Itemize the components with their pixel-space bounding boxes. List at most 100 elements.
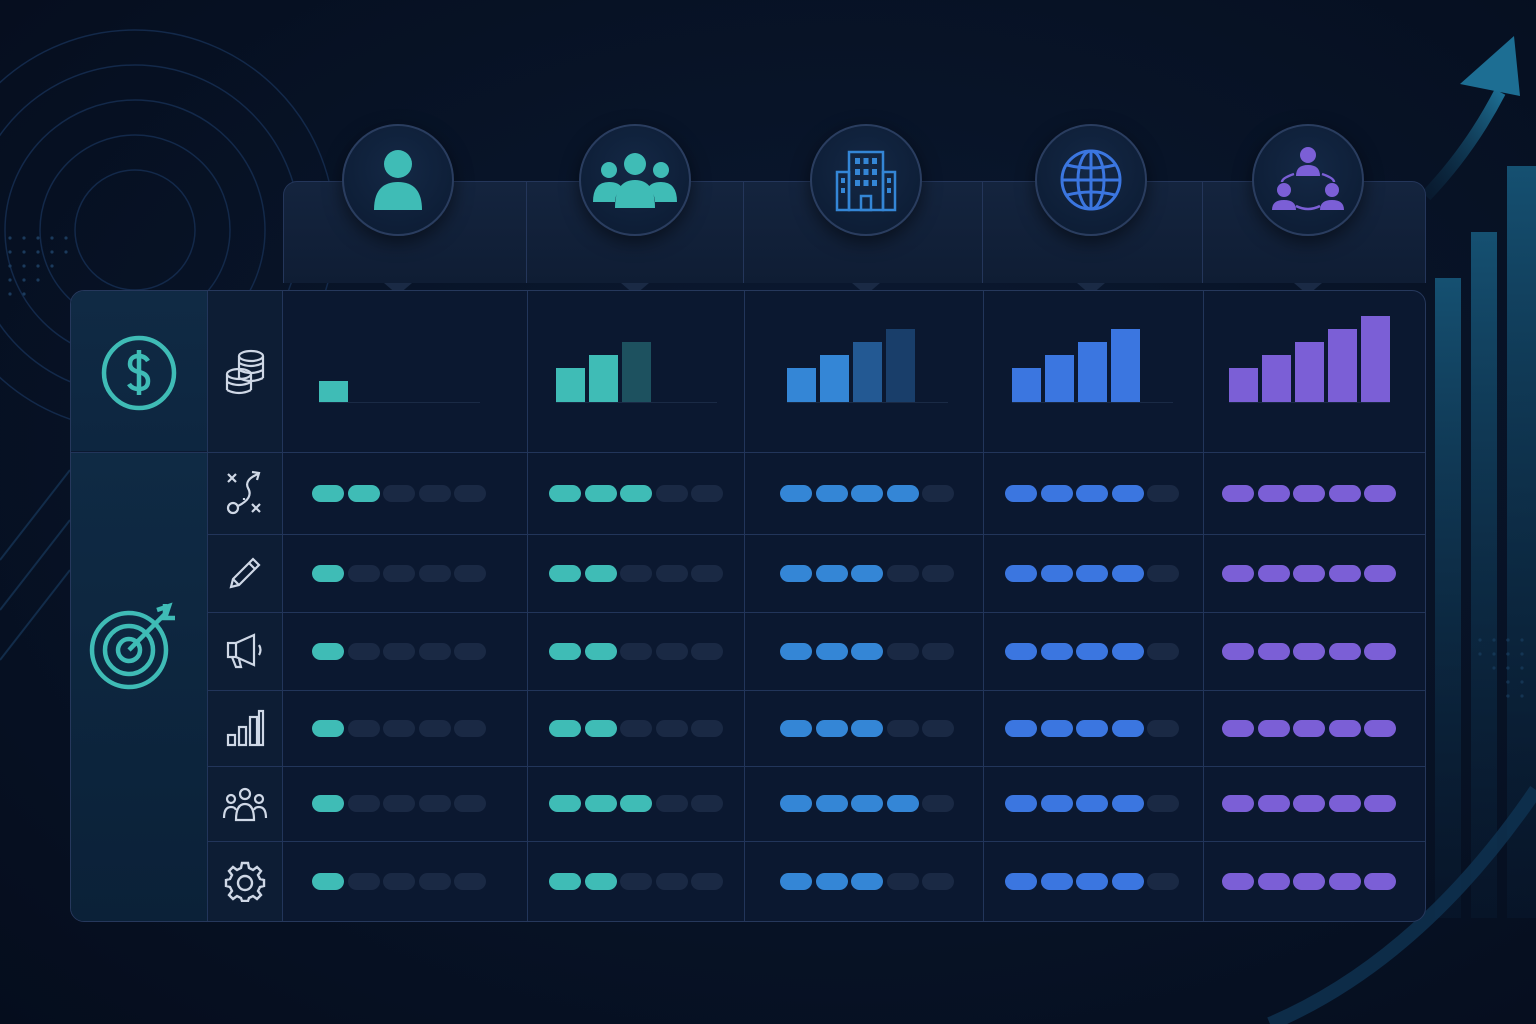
rating-pill-filled <box>1005 564 1037 582</box>
chart-bar <box>786 368 816 402</box>
rating-pill-filled <box>1328 642 1361 660</box>
rating-pill-filled <box>851 564 883 582</box>
chart-baseline <box>786 402 948 403</box>
rating-pill-empty <box>347 719 380 737</box>
rating-pill-filled <box>1076 795 1108 812</box>
rating-pill-empty <box>383 719 415 737</box>
rating-pill-empty <box>1147 719 1179 737</box>
rating-pill-empty <box>347 795 380 812</box>
megaphone-icon <box>207 612 283 690</box>
rating-pill-empty <box>691 795 723 812</box>
rating-pill-empty <box>418 642 451 660</box>
rating-pill-empty <box>655 564 688 582</box>
rating-pill-filled <box>886 484 919 502</box>
pencil-icon <box>207 534 283 612</box>
chart-bar <box>1294 342 1324 402</box>
rating-pill-filled <box>347 484 380 502</box>
chart-bar <box>885 329 915 402</box>
rating-pill-empty <box>691 484 723 502</box>
rating-pill-empty <box>1147 642 1179 660</box>
rating-pill-filled <box>1293 872 1325 890</box>
rating-pill-filled <box>549 484 581 502</box>
rating-pill-filled <box>1076 484 1108 502</box>
rating-pill-filled <box>1040 795 1073 812</box>
rating-pill-filled <box>549 795 581 812</box>
row-divider <box>71 452 1425 453</box>
rating-pill-filled <box>1005 642 1037 660</box>
rating-pill-empty <box>383 642 415 660</box>
rating-pill-filled <box>1257 564 1290 582</box>
rating-pill-filled <box>1328 719 1361 737</box>
rating-pill-filled <box>1257 872 1290 890</box>
chart-bar <box>819 355 849 402</box>
rating-pill-filled <box>851 642 883 660</box>
dollar-circle-icon <box>89 323 189 423</box>
rating-pill-filled <box>1111 719 1144 737</box>
rating-pill-empty <box>347 564 380 582</box>
chart-bar <box>1110 329 1140 402</box>
rating-pill-empty <box>655 795 688 812</box>
rating-pill-filled <box>1222 642 1254 660</box>
rating-pill-filled <box>815 642 848 660</box>
rating-pill-filled <box>815 719 848 737</box>
rating-pill-filled <box>851 872 883 890</box>
rating-pill-filled <box>1222 484 1254 502</box>
rating-pill-empty <box>418 795 451 812</box>
rating-pill-filled <box>549 564 581 582</box>
rating-pill-filled <box>1293 719 1325 737</box>
rating-pill-empty <box>454 564 486 582</box>
rating-pill-filled <box>1076 719 1108 737</box>
rating-pill-filled <box>1111 564 1144 582</box>
rating-pill-filled <box>780 872 812 890</box>
header-divider <box>526 181 527 283</box>
rating-pill-filled <box>549 872 581 890</box>
column-divider <box>744 291 745 921</box>
rating-pill-filled <box>584 564 617 582</box>
rating-pill-filled <box>815 872 848 890</box>
rating-pill-filled <box>780 564 812 582</box>
chart-bar <box>1261 355 1291 402</box>
chart-baseline <box>318 402 480 403</box>
rating-pill-filled <box>780 642 812 660</box>
rating-pill-filled <box>549 642 581 660</box>
rating-pill-empty <box>383 795 415 812</box>
rating-pill-filled <box>1364 564 1396 582</box>
rating-pill-empty <box>620 872 652 890</box>
rating-pill-filled <box>1222 564 1254 582</box>
rating-pill-filled <box>1328 872 1361 890</box>
column-divider <box>1203 291 1204 921</box>
rating-pill-empty <box>620 719 652 737</box>
rating-pill-empty <box>454 484 486 502</box>
rating-pill-filled <box>1328 795 1361 812</box>
rating-pill-filled <box>1328 564 1361 582</box>
rating-pill-filled <box>312 564 344 582</box>
rating-pill-filled <box>1040 719 1073 737</box>
rating-pill-empty <box>886 872 919 890</box>
row-divider <box>207 534 1425 535</box>
rating-pill-filled <box>1257 484 1290 502</box>
rating-pill-empty <box>347 872 380 890</box>
rating-pill-filled <box>815 795 848 812</box>
rating-pill-empty <box>691 642 723 660</box>
rating-pill-filled <box>1076 872 1108 890</box>
rating-pill-empty <box>454 795 486 812</box>
rating-pill-filled <box>620 484 652 502</box>
coin-stack-icon <box>207 291 283 452</box>
rating-pill-filled <box>1257 642 1290 660</box>
rating-pill-empty <box>620 564 652 582</box>
rating-pill-filled <box>780 795 812 812</box>
header-divider <box>743 181 744 283</box>
rating-pill-empty <box>383 872 415 890</box>
team-group-icon <box>579 124 691 236</box>
row-divider <box>207 690 1425 691</box>
chart-baseline <box>1228 402 1390 403</box>
rating-pill-filled <box>1005 795 1037 812</box>
row-icon-column <box>207 291 283 921</box>
rating-pill-filled <box>1364 642 1396 660</box>
rating-pill-empty <box>691 564 723 582</box>
rating-pill-filled <box>1222 719 1254 737</box>
chart-bar <box>1327 329 1357 402</box>
rating-pill-empty <box>1147 564 1179 582</box>
rating-pill-filled <box>312 484 344 502</box>
chart-bar <box>1011 368 1041 402</box>
